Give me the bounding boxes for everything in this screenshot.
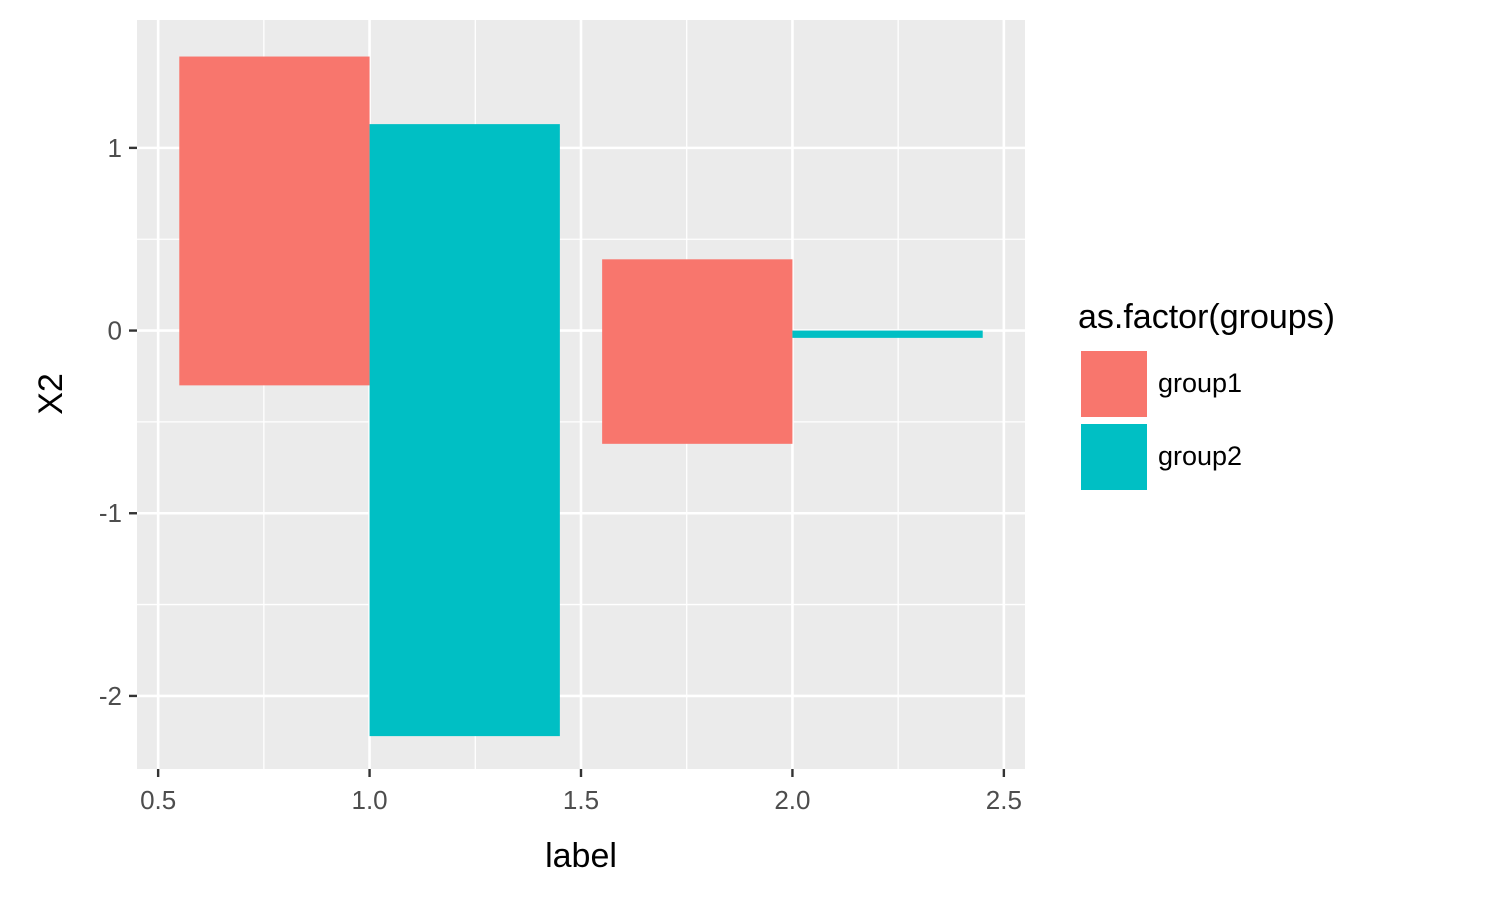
x-tick-label: 0.5	[140, 785, 176, 815]
legend: as.factor(groups) group1 group2	[1075, 298, 1335, 493]
x-tick-label: 1.0	[351, 785, 387, 815]
x-axis-title: label	[545, 837, 617, 875]
bar-group1-2	[602, 259, 793, 444]
bars	[179, 56, 983, 737]
y-tick-label: 1	[108, 133, 122, 163]
y-axis: 1 0 -1 -2	[99, 133, 137, 711]
legend-key-group2	[1081, 423, 1147, 490]
y-tick-label: -1	[99, 498, 122, 528]
x-tick-label: 1.5	[563, 785, 599, 815]
bar-group1-0	[179, 56, 370, 386]
legend-label-group2: group2	[1158, 441, 1243, 471]
x-tick-label: 2.0	[774, 785, 810, 815]
x-tick-label: 2.5	[986, 785, 1022, 815]
legend-item-group1: group1	[1075, 347, 1335, 420]
x-axis: 0.5 1.0 1.5 2.0 2.5	[140, 769, 1022, 815]
bar-group2-3	[792, 330, 983, 338]
bar-group2-1	[369, 124, 560, 737]
legend-item-group2: group2	[1075, 420, 1335, 493]
legend-title: as.factor(groups)	[1078, 298, 1335, 336]
y-tick-label: 0	[108, 316, 122, 346]
y-tick-label: -2	[99, 681, 122, 711]
y-axis-title: X2	[32, 373, 70, 415]
legend-key-group1	[1081, 350, 1147, 417]
legend-label-group1: group1	[1158, 368, 1243, 398]
